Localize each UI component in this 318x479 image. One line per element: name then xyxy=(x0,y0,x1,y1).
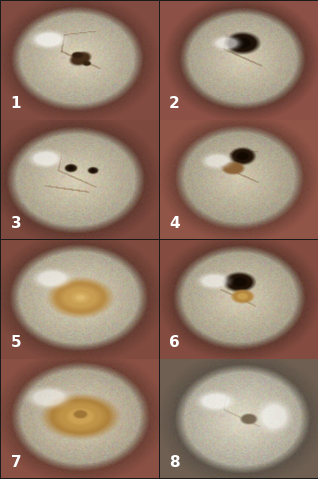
Text: 2: 2 xyxy=(169,96,180,111)
Text: 3: 3 xyxy=(11,216,21,231)
Text: 7: 7 xyxy=(11,455,21,470)
Text: 4: 4 xyxy=(169,216,180,231)
Text: 6: 6 xyxy=(169,335,180,350)
Text: 5: 5 xyxy=(11,335,21,350)
Text: 1: 1 xyxy=(11,96,21,111)
Text: 8: 8 xyxy=(169,455,180,470)
